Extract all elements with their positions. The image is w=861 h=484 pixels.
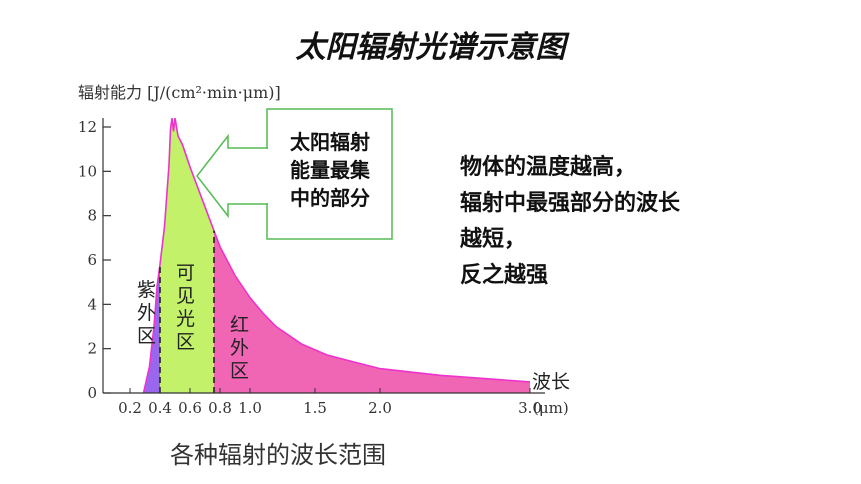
y-tick-label: 6 [87, 251, 97, 269]
x-tick-label: 1.0 [238, 399, 262, 417]
x-tick-label: 2.0 [368, 399, 392, 417]
x-tick-label: 0.8 [208, 399, 232, 417]
y-tick-label: 0 [87, 384, 97, 402]
infrared-region-fill [214, 230, 530, 393]
x-tick-label: 0.2 [118, 399, 142, 417]
note-line: 辐射中最强部分的波长 [460, 191, 681, 216]
region-label-char: 区 [176, 331, 195, 353]
region-label-char: 外 [137, 302, 156, 324]
spectrum-curve [142, 117, 531, 394]
y-tick-label: 12 [78, 118, 97, 136]
region-label-char: 外 [230, 337, 249, 359]
annotation-line: 能量最集 [290, 158, 371, 182]
figure-caption: 各种辐射的波长范围 [170, 441, 386, 469]
y-tick-label: 8 [87, 207, 97, 225]
uv-region-fill [143, 264, 160, 393]
region-label-char: 光 [176, 308, 195, 330]
note-line: 反之越强 [460, 263, 549, 288]
note-line: 物体的温度越高， [460, 155, 637, 180]
y-tick-label: 2 [87, 340, 97, 358]
region-label-char: 红 [230, 314, 249, 336]
x-tick-label: 0.6 [178, 399, 202, 417]
chart-title: 太阳辐射光谱示意图 [295, 30, 566, 65]
y-tick-label: 4 [87, 295, 97, 313]
annotation-line: 中的部分 [290, 186, 370, 210]
region-label-char: 紫 [137, 279, 156, 301]
x-tick-label: 1.5 [303, 399, 327, 417]
x-unit-label: (μm) [533, 399, 569, 417]
region-label-char: 见 [176, 285, 195, 307]
x-tick-label: 3.0 [518, 399, 542, 417]
region-label-char: 区 [137, 325, 156, 347]
x-axis-label: 波长 [532, 371, 570, 393]
note-line: 越短， [460, 227, 527, 252]
callout-arrow [196, 133, 268, 219]
x-tick-label: 0.4 [148, 399, 172, 417]
region-label-char: 可 [176, 262, 195, 284]
y-tick-label: 10 [78, 162, 97, 180]
temperature-note: 物体的温度越高， 辐射中最强部分的波长 越短， 反之越强 [460, 150, 680, 294]
annotation-box [266, 108, 393, 240]
visible-region-fill [160, 118, 214, 393]
y-axis-label: 辐射能力 [J/(cm²·min·μm)] [78, 83, 281, 102]
region-label-char: 区 [230, 360, 249, 382]
annotation-line: 太阳辐射 [290, 130, 370, 154]
